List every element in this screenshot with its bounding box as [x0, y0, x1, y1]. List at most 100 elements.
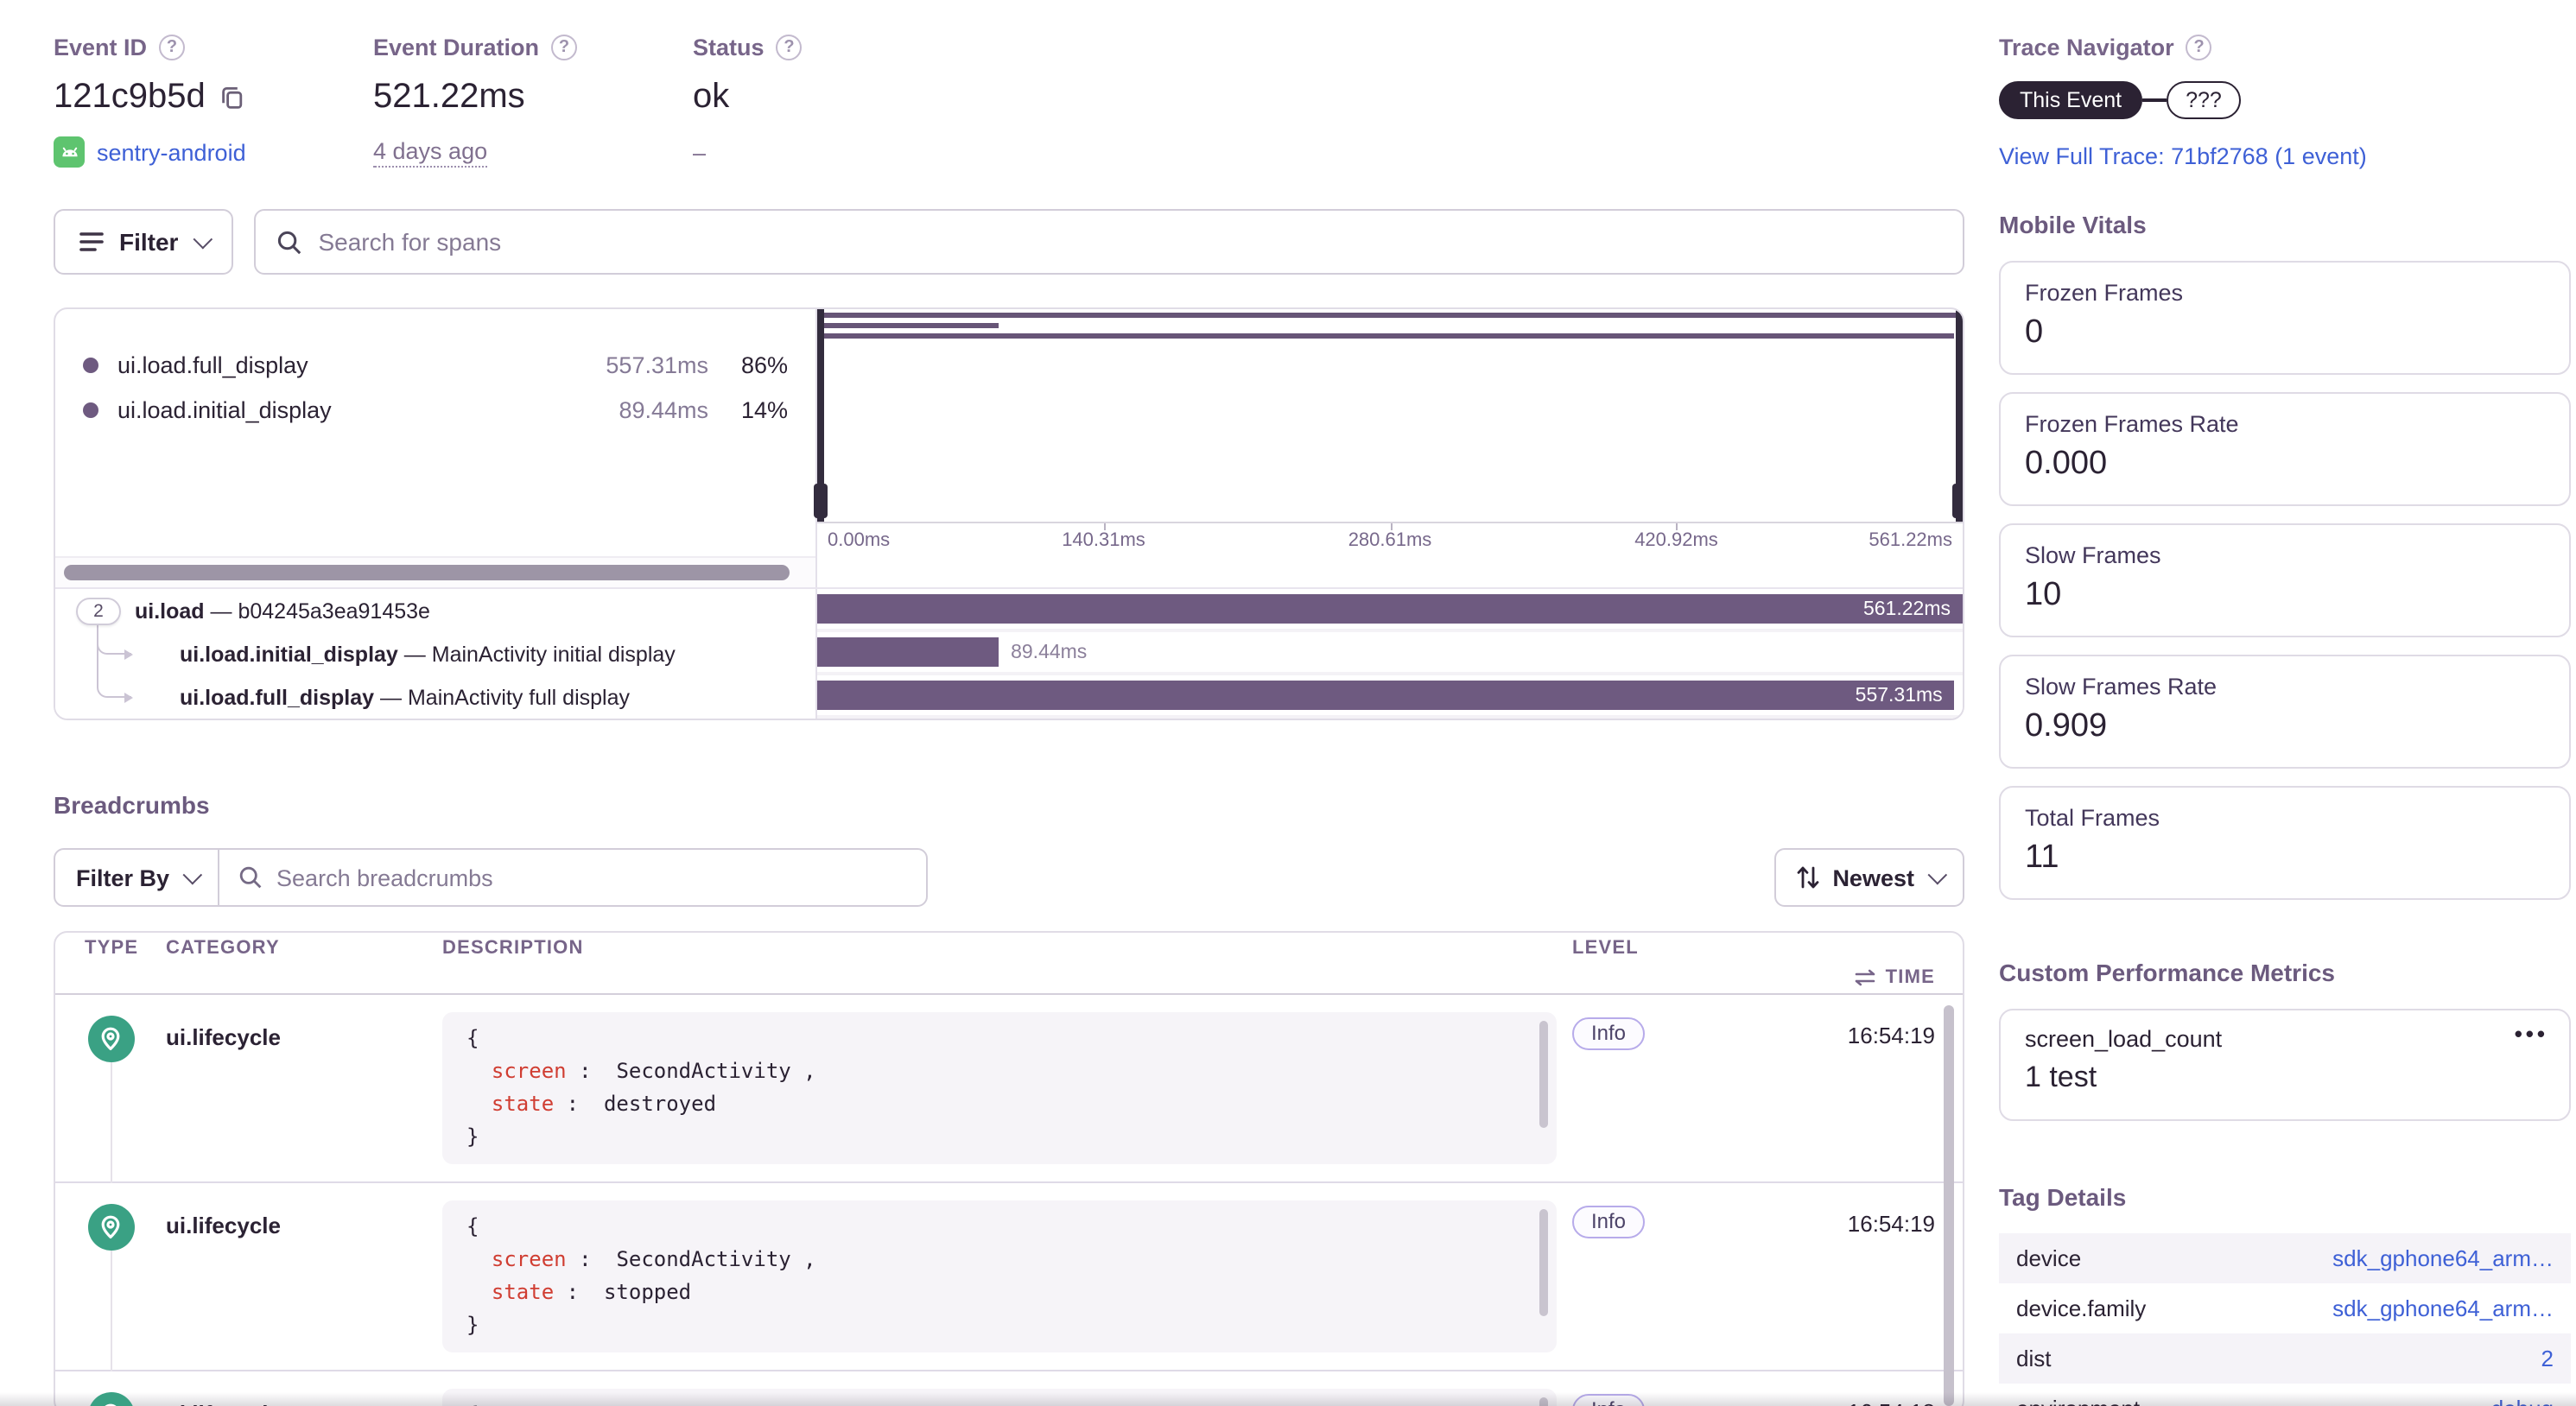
- span-bar[interactable]: [817, 637, 999, 667]
- column-time-sort[interactable]: TIME: [1572, 968, 1963, 989]
- project-link[interactable]: sentry-android: [97, 139, 246, 165]
- right-sidebar: Trace Navigator ? This Event ??? View Fu…: [1999, 35, 2571, 1406]
- code-value: {: [466, 1026, 479, 1050]
- span-duration: 561.22ms: [1862, 598, 1951, 619]
- code-line: {: [466, 1399, 1532, 1406]
- vital-card: Slow Frames 10: [1999, 523, 2571, 637]
- code-line: screen : SecondActivity ,: [491, 1247, 816, 1271]
- location-pin-icon: [87, 1016, 134, 1062]
- code-line: state : destroyed: [491, 1092, 717, 1116]
- help-icon[interactable]: ?: [2186, 35, 2212, 60]
- span-duration: 89.44ms: [1011, 642, 1088, 662]
- more-options-icon[interactable]: •••: [2514, 1021, 2548, 1047]
- span-minimap: 0.00ms 140.31ms 280.61ms 420.92ms 561.22…: [814, 309, 1963, 587]
- axis-tick: 420.92ms: [1634, 530, 1718, 551]
- filter-by-label: Filter By: [76, 864, 170, 890]
- help-icon[interactable]: ?: [551, 35, 578, 60]
- code-scrollbar-thumb[interactable]: [1539, 1209, 1548, 1316]
- column-category: CATEGORY: [166, 937, 280, 959]
- vital-label: Total Frames: [2025, 805, 2160, 831]
- bottom-fade: [0, 1392, 2576, 1406]
- span-search-input[interactable]: [318, 228, 1942, 256]
- minimap-handle-left[interactable]: [814, 309, 828, 522]
- axis-tick: 140.31ms: [1062, 530, 1145, 551]
- next-event-pill[interactable]: ???: [2167, 81, 2241, 119]
- code-scrollbar-thumb[interactable]: [1539, 1021, 1548, 1128]
- code-line: {: [466, 1023, 1532, 1055]
- vital-label: Frozen Frames Rate: [2025, 411, 2239, 437]
- code-key: screen: [491, 1247, 567, 1271]
- code-value: SecondActivity ,: [616, 1059, 816, 1083]
- span-op: ui.load.initial_display: [180, 642, 398, 666]
- trace-navigator-pills: This Event ???: [1999, 81, 2571, 119]
- tag-key: dist: [2016, 1346, 2052, 1371]
- axis-tick: 561.22ms: [1869, 530, 1952, 551]
- span-row-initial-display[interactable]: ui.load.initial_display — MainActivity i…: [55, 632, 1963, 675]
- filter-button[interactable]: Filter: [54, 209, 234, 275]
- minimap-bar: [817, 313, 1963, 318]
- breadcrumb-category: ui.lifecycle: [166, 1371, 442, 1406]
- span-row-full-display[interactable]: ui.load.full_display — MainActivity full…: [55, 675, 1963, 719]
- minimap-bar: [817, 333, 1955, 339]
- vital-label: Frozen Frames: [2025, 280, 2184, 306]
- span-bar[interactable]: 557.31ms: [817, 681, 1955, 710]
- vertical-scrollbar-thumb[interactable]: [1944, 1005, 1954, 1406]
- breadcrumbs-search-input[interactable]: [276, 864, 907, 890]
- status-block: Status ? ok –: [693, 35, 1012, 168]
- vital-value: 11: [2025, 839, 2059, 876]
- tag-row: device sdk_gphone64_arm…: [1999, 1233, 2571, 1283]
- code-value: SecondActivity ,: [616, 1247, 816, 1271]
- span-legend: ui.load.full_display 557.31ms 86% ui.loa…: [55, 309, 817, 587]
- tag-value-link[interactable]: 2: [2541, 1346, 2554, 1371]
- column-type: TYPE: [85, 937, 139, 959]
- breadcrumbs-search: [219, 850, 926, 905]
- breadcrumbs-table: TYPE CATEGORY DESCRIPTION LEVEL TIME ui.…: [54, 931, 1964, 1406]
- tag-value-link[interactable]: sdk_gphone64_arm…: [2332, 1245, 2554, 1271]
- horizontal-scrollbar-thumb[interactable]: [64, 565, 790, 580]
- this-event-pill[interactable]: This Event: [1999, 81, 2143, 119]
- view-full-trace-link[interactable]: View Full Trace: 71bf2768 (1 event): [1999, 143, 2367, 169]
- time-axis: 0.00ms 140.31ms 280.61ms 420.92ms 561.22…: [817, 522, 1963, 556]
- code-line: }: [466, 1121, 1532, 1154]
- span-count-badge[interactable]: 2: [76, 597, 121, 624]
- code-line: {: [466, 1211, 1532, 1244]
- vital-card: Frozen Frames 0: [1999, 261, 2571, 375]
- breadcrumb-time: 16:54:19: [1847, 1023, 1935, 1048]
- filter-by-dropdown[interactable]: Filter By: [55, 850, 220, 905]
- chevron-down-icon: [193, 229, 213, 250]
- help-icon[interactable]: ?: [159, 35, 186, 60]
- legend-duration: 89.44ms: [619, 396, 708, 422]
- minimap-handle-right[interactable]: [1952, 309, 1963, 522]
- sort-newest-button[interactable]: Newest: [1773, 848, 1964, 907]
- span-description: MainActivity initial display: [431, 642, 676, 666]
- help-icon[interactable]: ?: [776, 35, 803, 60]
- code-line: screen : SecondActivity ,: [491, 1059, 816, 1083]
- tag-value-link[interactable]: sdk_gphone64_arm…: [2332, 1295, 2554, 1321]
- location-pin-icon: [87, 1204, 134, 1251]
- breadcrumb-row: ui.lifecycle { screen : SecondActivity , …: [55, 1183, 1963, 1371]
- chevron-down-icon: [1927, 864, 1948, 885]
- vital-label: Slow Frames Rate: [2025, 674, 2218, 700]
- event-age[interactable]: 4 days ago: [373, 137, 488, 167]
- tag-row: environment debug: [1999, 1384, 2571, 1406]
- custom-metric-card: screen_load_count 1 test •••: [1999, 1009, 2571, 1121]
- status-sub: –: [693, 139, 707, 165]
- tree-connector: [97, 613, 133, 703]
- legend-duration: 557.31ms: [606, 352, 708, 377]
- span-bar[interactable]: 561.22ms: [817, 594, 1963, 624]
- event-duration-label: Event Duration: [373, 35, 540, 60]
- span-row-ui-load[interactable]: 2 ui.load — b04245a3ea91453e 561.22ms: [55, 589, 1963, 632]
- span-description: b04245a3ea91453e: [238, 598, 430, 623]
- code-scrollbar-thumb[interactable]: [1539, 1397, 1548, 1406]
- search-icon: [278, 230, 301, 254]
- metric-value: 1 test: [2025, 1061, 2097, 1093]
- search-icon: [239, 866, 262, 889]
- axis-tick: 280.61ms: [1348, 530, 1432, 551]
- span-op: ui.load: [135, 598, 205, 623]
- copy-icon[interactable]: [219, 84, 245, 110]
- legend-row: ui.load.full_display 557.31ms 86%: [83, 342, 788, 387]
- breadcrumb-description: {: [442, 1371, 1557, 1406]
- vital-value: 0.909: [2025, 708, 2108, 744]
- tag-row: dist 2: [1999, 1333, 2571, 1384]
